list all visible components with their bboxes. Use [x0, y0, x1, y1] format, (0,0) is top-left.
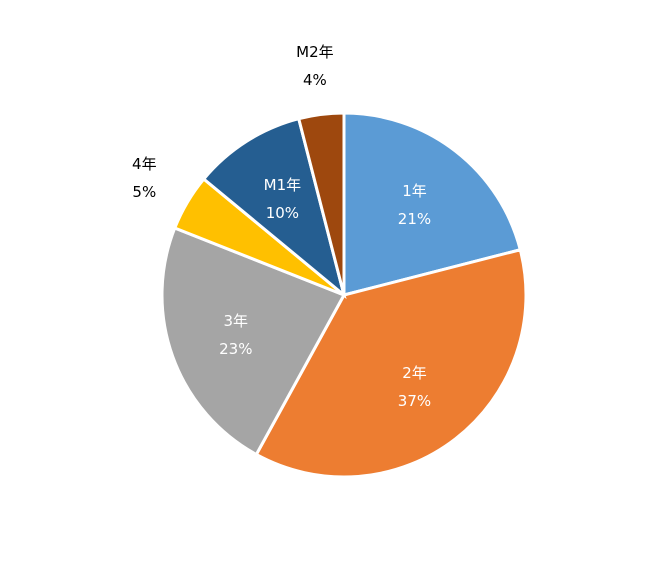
slice-category-label-5: M1年 [264, 176, 302, 194]
slice-percent-label-4: 5% [132, 183, 156, 201]
pie-slice-3 [160, 226, 347, 457]
pie-labels: 1年 21% 2年 37% 3年 23% 4年 5% M1年 10% M2年 4% [132, 43, 431, 410]
pie-slice-6 [296, 111, 346, 296]
slice-percent-label-5: 10% [266, 204, 299, 222]
pie-slice-2 [254, 247, 528, 479]
slice-category-label-2: 2年 [402, 364, 427, 382]
slice-percent-label-6: 4% [303, 71, 327, 89]
slice-percent-label-3: 23% [219, 340, 252, 358]
slice-category-label-6: M2年 [296, 43, 334, 61]
slice-percent-label-1: 21% [398, 210, 431, 228]
slice-category-label-3: 3年 [224, 312, 249, 330]
pie-slice-1 [342, 111, 523, 297]
slice-percent-label-2: 37% [398, 392, 431, 410]
pie-slices [160, 111, 528, 479]
slice-category-label-4: 4年 [132, 155, 157, 173]
slice-category-label-1: 1年 [402, 182, 427, 200]
